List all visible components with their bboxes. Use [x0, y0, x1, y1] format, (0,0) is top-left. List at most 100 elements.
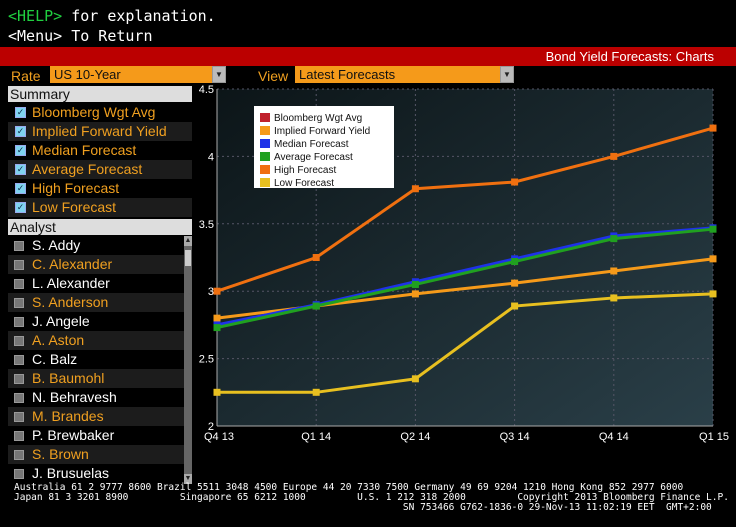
y-tick-label: 3: [208, 286, 214, 298]
footer-line-2: Japan 81 3 3201 8900 Singapore 65 6212 1…: [14, 492, 729, 503]
summary-item[interactable]: ✓ Median Forecast: [8, 141, 192, 160]
analyst-item-label: L. Alexander: [32, 275, 110, 291]
legend-swatch: [260, 152, 270, 161]
title-bar: Bond Yield Forecasts: Charts: [0, 47, 736, 66]
checkbox-icon[interactable]: [14, 469, 24, 479]
checkbox-icon[interactable]: [14, 260, 24, 270]
analyst-item-label: N. Behravesh: [32, 389, 117, 405]
data-point: [411, 280, 419, 288]
checkbox-icon[interactable]: [14, 393, 24, 403]
checkbox-icon[interactable]: [14, 374, 24, 384]
data-point: [511, 258, 519, 266]
view-label: View: [258, 68, 289, 84]
scroll-thumb[interactable]: [185, 250, 191, 266]
legend-label: High Forecast: [274, 165, 336, 176]
checkbox-icon[interactable]: [14, 412, 24, 422]
analyst-item[interactable]: A. Aston: [8, 331, 184, 350]
summary-item[interactable]: ✓ High Forecast: [8, 179, 192, 198]
data-point: [709, 255, 717, 263]
analyst-item[interactable]: L. Alexander: [8, 274, 184, 293]
rate-dropdown-arrow-icon[interactable]: ▼: [212, 66, 226, 83]
checkbox-icon[interactable]: ✓: [15, 183, 26, 194]
checkbox-icon[interactable]: [14, 336, 24, 346]
x-tick-label: Q3 14: [500, 431, 530, 443]
analyst-item-label: S. Addy: [32, 237, 81, 253]
analyst-item-label: P. Brewbaker: [32, 427, 115, 443]
scroll-down-icon[interactable]: ▼: [184, 474, 192, 484]
analyst-item-label: J. Angele: [32, 313, 90, 329]
analyst-item-label: J. Brusuelas: [32, 465, 110, 481]
analyst-list: S. Addy C. Alexander L. Alexander S. Anders…: [8, 236, 184, 483]
data-point: [312, 302, 320, 310]
rate-select[interactable]: US 10-Year: [50, 66, 212, 83]
menu-line[interactable]: <Menu> To Return: [8, 27, 153, 45]
data-point: [411, 290, 419, 298]
analyst-item[interactable]: S. Addy: [8, 236, 184, 255]
data-point: [709, 290, 717, 298]
view-dropdown-arrow-icon[interactable]: ▼: [500, 66, 514, 83]
checkbox-icon[interactable]: [14, 279, 24, 289]
x-tick-label: Q1 15: [699, 431, 729, 443]
help-text: for explanation.: [62, 7, 216, 25]
data-point: [610, 267, 618, 275]
checkbox-icon[interactable]: ✓: [15, 202, 26, 213]
x-tick-label: Q1 14: [301, 431, 331, 443]
checkbox-icon[interactable]: [14, 298, 24, 308]
help-key[interactable]: <HELP>: [8, 7, 63, 25]
checkbox-icon[interactable]: [14, 450, 24, 460]
checkbox-icon[interactable]: ✓: [15, 145, 26, 156]
analyst-item-label: S. Brown: [32, 446, 89, 462]
data-point: [213, 324, 221, 332]
page-title: Bond Yield Forecasts: Charts: [545, 49, 714, 64]
x-tick-label: Q4 13: [204, 431, 234, 443]
data-point: [213, 314, 221, 322]
analyst-heading: Analyst: [8, 219, 192, 235]
checkbox-icon[interactable]: ✓: [15, 126, 26, 137]
analyst-item[interactable]: S. Brown: [8, 445, 184, 464]
analyst-item[interactable]: J. Brusuelas: [8, 464, 184, 483]
data-point: [411, 185, 419, 193]
y-tick-label: 3.5: [199, 219, 214, 231]
checkbox-icon[interactable]: [14, 431, 24, 441]
legend-swatch: [260, 113, 270, 122]
x-tick-label: Q4 14: [599, 431, 629, 443]
summary-item[interactable]: ✓ Low Forecast: [8, 198, 192, 217]
analyst-item-label: C. Balz: [32, 351, 78, 367]
analyst-item-label: A. Aston: [32, 332, 85, 348]
analyst-item[interactable]: C. Balz: [8, 350, 184, 369]
analyst-item[interactable]: C. Alexander: [8, 255, 184, 274]
data-point: [312, 388, 320, 396]
checkbox-icon[interactable]: ✓: [15, 107, 26, 118]
analyst-scrollbar[interactable]: ▲ ▼: [184, 236, 192, 484]
y-tick-label: 2: [208, 421, 214, 433]
summary-item-label: Low Forecast: [32, 199, 117, 215]
checkbox-icon[interactable]: [14, 355, 24, 365]
checkbox-icon[interactable]: ✓: [15, 164, 26, 175]
summary-item[interactable]: ✓ Average Forecast: [8, 160, 192, 179]
checkbox-icon[interactable]: [14, 241, 24, 251]
analyst-item[interactable]: P. Brewbaker: [8, 426, 184, 445]
checkbox-icon[interactable]: [14, 317, 24, 327]
legend-label: Bloomberg Wgt Avg: [274, 113, 362, 124]
scroll-up-icon[interactable]: ▲: [184, 236, 192, 246]
analyst-item[interactable]: M. Brandes: [8, 407, 184, 426]
data-point: [312, 254, 320, 261]
analyst-item[interactable]: N. Behravesh: [8, 388, 184, 407]
analyst-item[interactable]: J. Angele: [8, 312, 184, 331]
summary-item[interactable]: ✓ Bloomberg Wgt Avg: [8, 103, 192, 122]
series-line: [216, 126, 714, 293]
analyst-item[interactable]: S. Anderson: [8, 293, 184, 312]
summary-list: ✓ Bloomberg Wgt Avg ✓ Implied Forward Yield…: [8, 103, 192, 217]
data-point: [709, 225, 717, 233]
legend-label: Average Forecast: [274, 152, 353, 163]
data-point: [511, 178, 519, 186]
summary-item-label: Average Forecast: [32, 161, 143, 177]
summary-item[interactable]: ✓ Implied Forward Yield: [8, 122, 192, 141]
footer: Australia 61 2 9777 8600 Brazil 5511 304…: [14, 483, 729, 513]
y-tick-label: 4: [208, 151, 214, 163]
footer-line-3: SN 753466 G762-1836-0 29-Nov-13 11:02:19…: [14, 502, 712, 513]
view-select[interactable]: Latest Forecasts: [295, 66, 500, 83]
legend-label: Low Forecast: [274, 178, 334, 189]
data-point: [709, 124, 717, 132]
analyst-item[interactable]: B. Baumohl: [8, 369, 184, 388]
